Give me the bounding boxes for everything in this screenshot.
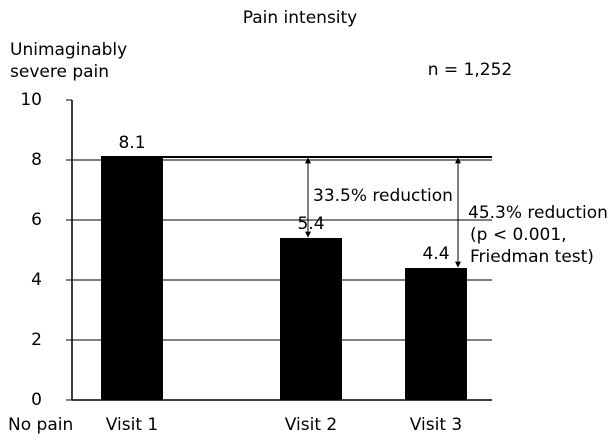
bar (280, 238, 342, 400)
x-tick-label: Visit 2 (285, 415, 337, 435)
chart-title: Pain intensity (243, 8, 358, 28)
y-tick-label: 2 (31, 330, 42, 350)
x-tick-label: Visit 3 (410, 415, 462, 435)
y-tick-label: 4 (31, 270, 42, 290)
annotation: Friedman test) (470, 247, 594, 267)
bar (101, 157, 163, 400)
annotation: (p < 0.001, (470, 225, 567, 245)
y-tick-label: 6 (31, 210, 42, 230)
value-label: 4.4 (422, 244, 449, 264)
y-bottom-label: No pain (8, 415, 73, 435)
bar (405, 268, 467, 400)
annotation: 33.5% reduction (313, 186, 453, 206)
y-top-label: severe pain (10, 62, 109, 82)
x-tick-label: Visit 1 (106, 415, 158, 435)
annotation: 45.3% reduction (468, 203, 608, 223)
value-label: 8.1 (118, 133, 145, 153)
y-tick-label: 10 (20, 90, 42, 110)
y-tick-label: 8 (31, 150, 42, 170)
sample-size: n = 1,252 (428, 60, 513, 80)
y-top-label: Unimaginably (10, 40, 127, 60)
value-label: 5.4 (297, 214, 324, 234)
y-tick-label: 0 (31, 390, 42, 410)
